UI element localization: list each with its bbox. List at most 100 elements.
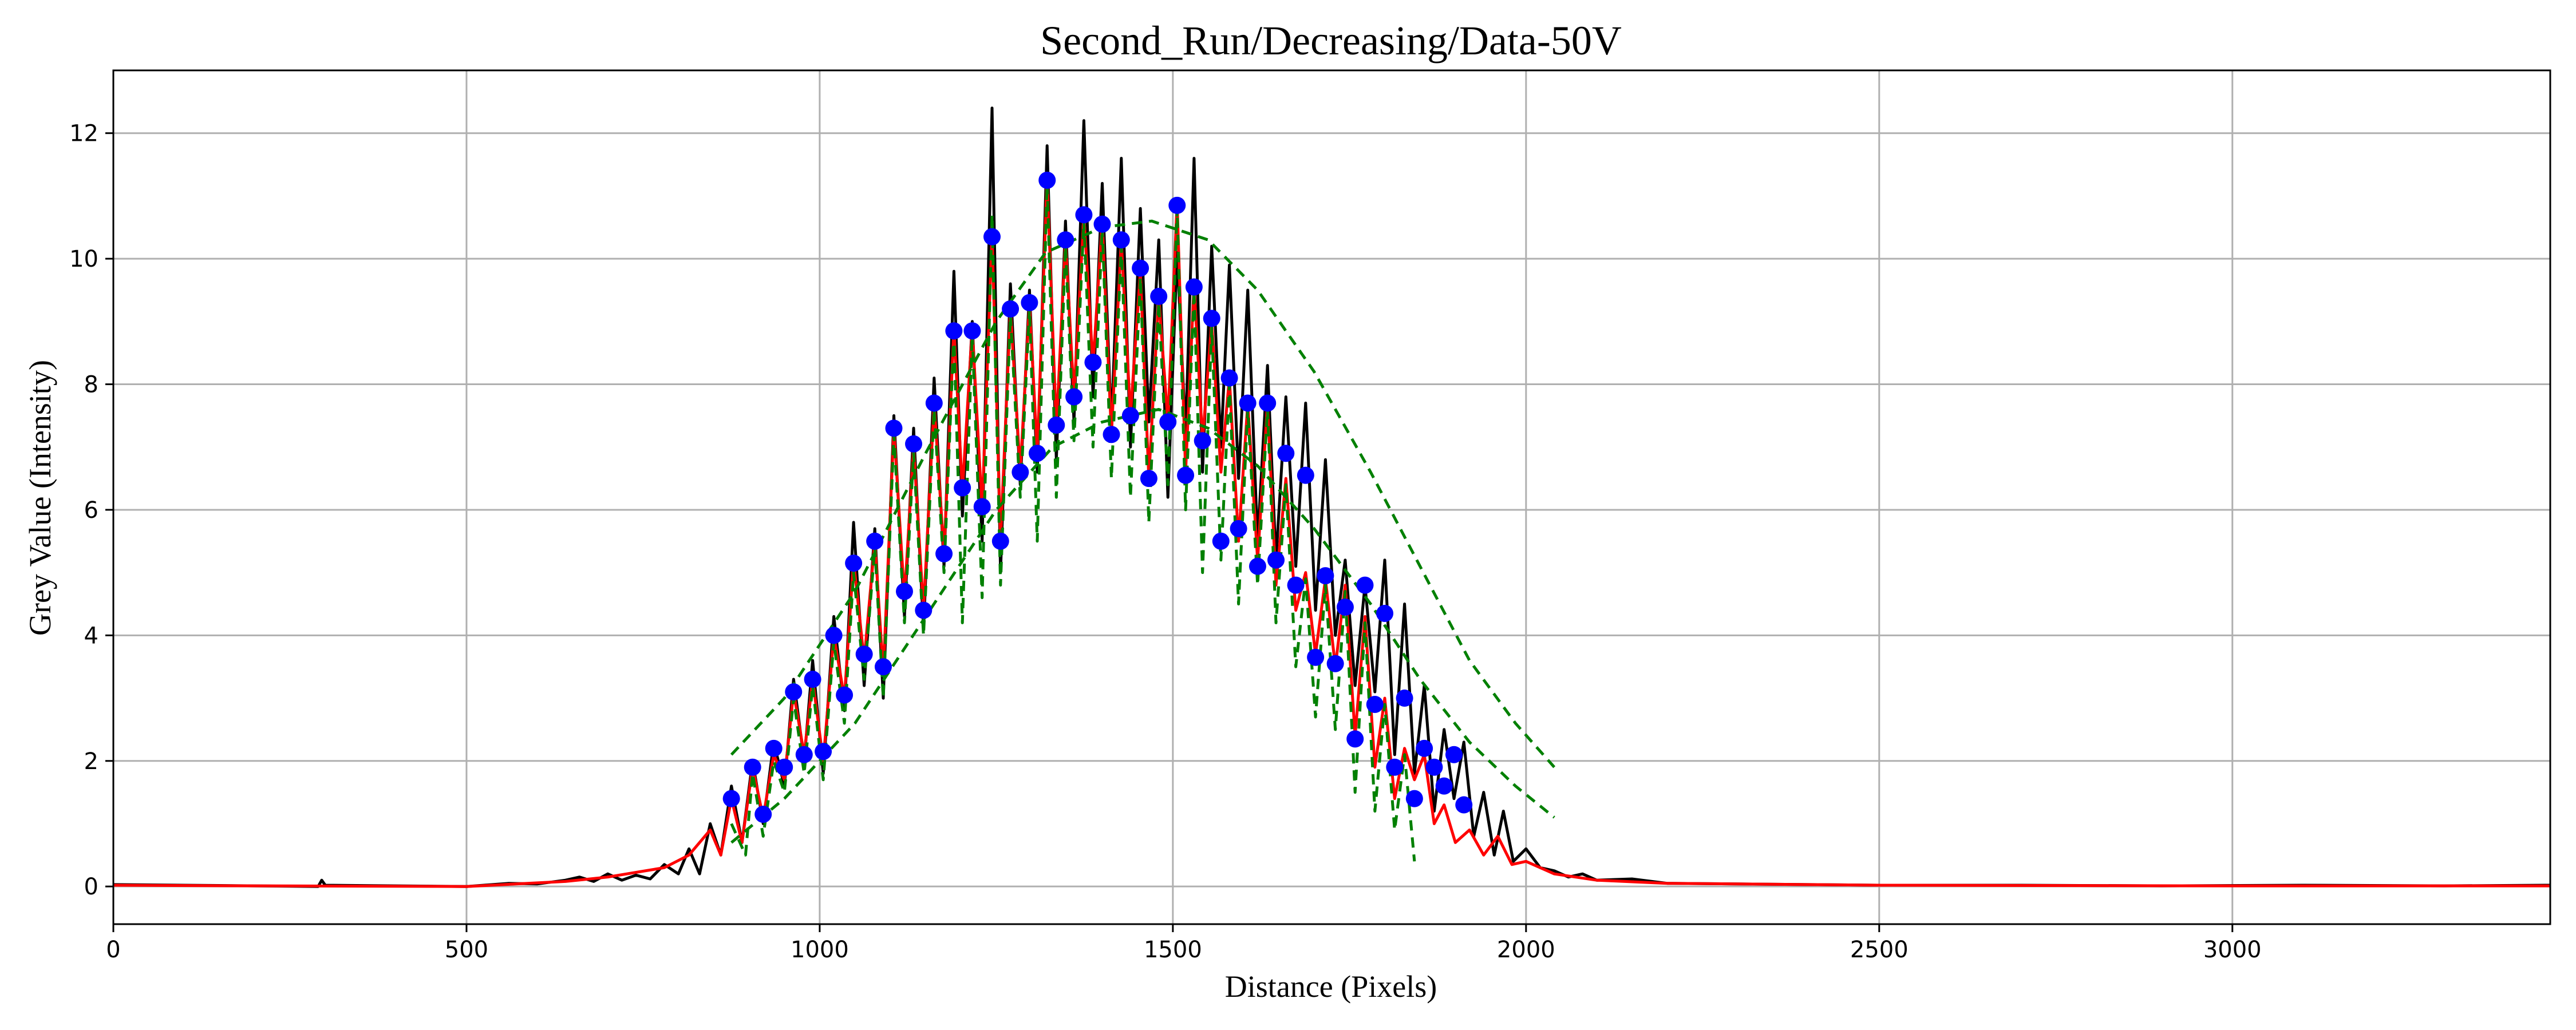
y-tick-label: 8 [84,372,98,398]
peak-marker [795,746,813,763]
peak-marker [1132,259,1149,277]
peak-marker [895,583,913,600]
peak-markers [722,171,1473,823]
peak-marker [1065,388,1083,406]
grid [112,70,2550,924]
peak-marker [754,806,772,823]
peak-marker [983,228,1001,245]
peak-marker [874,658,892,676]
y-tick-label: 12 [69,121,98,147]
peak-marker [1277,445,1295,462]
peak-marker [1093,215,1111,233]
peak-marker [905,435,923,453]
peak-marker [1287,576,1305,594]
y-tick-label: 0 [84,874,98,900]
peak-marker [825,627,843,644]
x-tick-label: 0 [106,937,120,963]
peak-marker [1021,294,1038,311]
ticks: 0 500 1000 1500 2000 2500 3000 0 2 4 6 8 10 12 [69,121,2262,963]
peak-marker [804,671,821,688]
peak-marker [1185,278,1203,296]
peak-marker [1267,551,1285,569]
peak-marker [845,554,863,572]
peak-marker [1220,369,1238,387]
peak-marker [815,743,832,760]
peak-marker [1038,171,1056,189]
y-tick-label: 10 [69,246,98,272]
peak-marker [1239,394,1257,412]
peak-marker [1346,730,1364,748]
peak-marker [1307,648,1325,666]
peak-marker [1425,758,1443,776]
peak-marker [935,545,953,562]
peak-marker [1203,310,1220,327]
peak-marker [1230,520,1247,537]
peak-marker [1048,416,1065,434]
peak-marker [1445,746,1463,763]
y-axis-label: Grey Value (Intensity) [23,360,57,636]
peak-marker [963,322,981,340]
x-tick-label: 1000 [791,937,849,963]
peak-marker [776,758,793,776]
peak-marker [1366,696,1384,714]
peak-marker [1028,445,1046,462]
x-tick-label: 2500 [1850,937,1909,963]
peak-marker [1317,567,1334,585]
peak-marker [1455,796,1473,814]
x-tick-label: 2000 [1497,937,1555,963]
x-tick-label: 1500 [1144,937,1202,963]
plot-frame [112,69,2551,925]
peak-marker [1002,300,1020,318]
peak-marker [1075,206,1093,224]
peak-marker [1177,466,1195,484]
peak-marker [1112,231,1130,249]
peak-marker [1356,576,1374,594]
peak-marker [1405,790,1423,807]
y-tick-label: 2 [84,748,98,775]
y-tick-label: 6 [84,497,98,524]
peak-marker [1259,394,1277,412]
peak-marker [1159,413,1177,431]
peak-marker [744,758,761,776]
lower-envelope-line [730,407,1555,844]
series-layer [113,106,2551,888]
peak-marker [855,645,873,663]
x-axis-label: Distance (Pixels) [1225,969,1437,1004]
peak-marker [1396,690,1413,707]
peak-marker [836,686,854,704]
fit-line [730,182,1416,862]
x-tick-label: 3000 [2203,937,2262,963]
raw-line [113,106,2551,888]
peak-marker [1212,532,1230,550]
peak-marker [991,532,1009,550]
peak-marker [1057,231,1074,249]
peak-marker [1435,777,1453,795]
chart-title: Second_Run/Decreasing/Data-50V [1040,18,1622,64]
peak-marker [866,532,884,550]
peak-marker [785,683,803,701]
peak-marker [973,498,991,516]
peak-marker [1336,598,1354,616]
peak-marker [1416,739,1433,757]
peak-marker [885,419,903,437]
peak-marker [1103,426,1120,443]
peak-marker [1386,758,1404,776]
peak-marker [945,322,963,340]
peak-marker [722,790,740,807]
upper-envelope-line [730,219,1556,768]
peak-marker [1121,407,1139,425]
peak-marker [954,479,971,497]
peak-marker [1376,604,1394,622]
peak-marker [1140,470,1157,488]
peak-marker [915,601,933,619]
x-tick-label: 500 [445,937,488,963]
peak-marker [1326,655,1344,672]
peak-marker [1297,466,1314,484]
peak-marker [1194,432,1211,450]
peak-marker [1249,557,1266,575]
peak-marker [1084,354,1102,371]
y-tick-label: 4 [84,623,98,649]
peak-marker [765,739,783,757]
peak-marker [925,394,943,412]
